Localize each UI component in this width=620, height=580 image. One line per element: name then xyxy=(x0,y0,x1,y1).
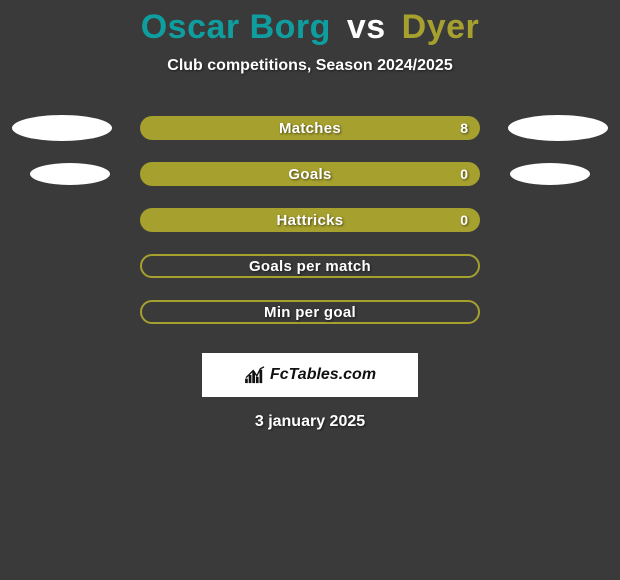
comparison-title: Oscar Borg vs Dyer xyxy=(0,0,620,47)
stat-row-hattricks: Hattricks 0 xyxy=(0,197,620,243)
vs-text: vs xyxy=(347,8,386,46)
stat-bar: Goals per match xyxy=(140,254,480,278)
fctables-logo-icon xyxy=(244,366,266,384)
stat-bar: Matches 8 xyxy=(140,116,480,140)
stat-label: Goals per match xyxy=(249,258,371,275)
stat-label: Min per goal xyxy=(264,304,356,321)
stat-label: Matches xyxy=(279,120,341,137)
stat-row-min-per-goal: Min per goal xyxy=(0,289,620,335)
stat-value: 0 xyxy=(460,166,468,182)
stat-bar: Min per goal xyxy=(140,300,480,324)
subtitle: Club competitions, Season 2024/2025 xyxy=(0,57,620,75)
stat-bar: Goals 0 xyxy=(140,162,480,186)
stat-row-goals: Goals 0 xyxy=(0,151,620,197)
stat-value: 8 xyxy=(460,120,468,136)
stat-row-matches: Matches 8 xyxy=(0,105,620,151)
stat-value: 0 xyxy=(460,212,468,228)
stat-rows: Matches 8 Goals 0 Hattricks 0 Goals per … xyxy=(0,105,620,335)
player1-name: Oscar Borg xyxy=(141,8,331,46)
left-marker-icon xyxy=(12,115,112,141)
stat-label: Hattricks xyxy=(277,212,344,229)
left-marker-icon xyxy=(30,163,110,185)
stat-label: Goals xyxy=(288,166,331,183)
stat-row-goals-per-match: Goals per match xyxy=(0,243,620,289)
player2-name: Dyer xyxy=(402,8,480,46)
right-marker-icon xyxy=(510,163,590,185)
stat-bar: Hattricks 0 xyxy=(140,208,480,232)
credit-box: FcTables.com xyxy=(202,353,418,397)
right-marker-icon xyxy=(508,115,608,141)
date-text: 3 january 2025 xyxy=(0,413,620,431)
credit-text: FcTables.com xyxy=(270,366,376,384)
